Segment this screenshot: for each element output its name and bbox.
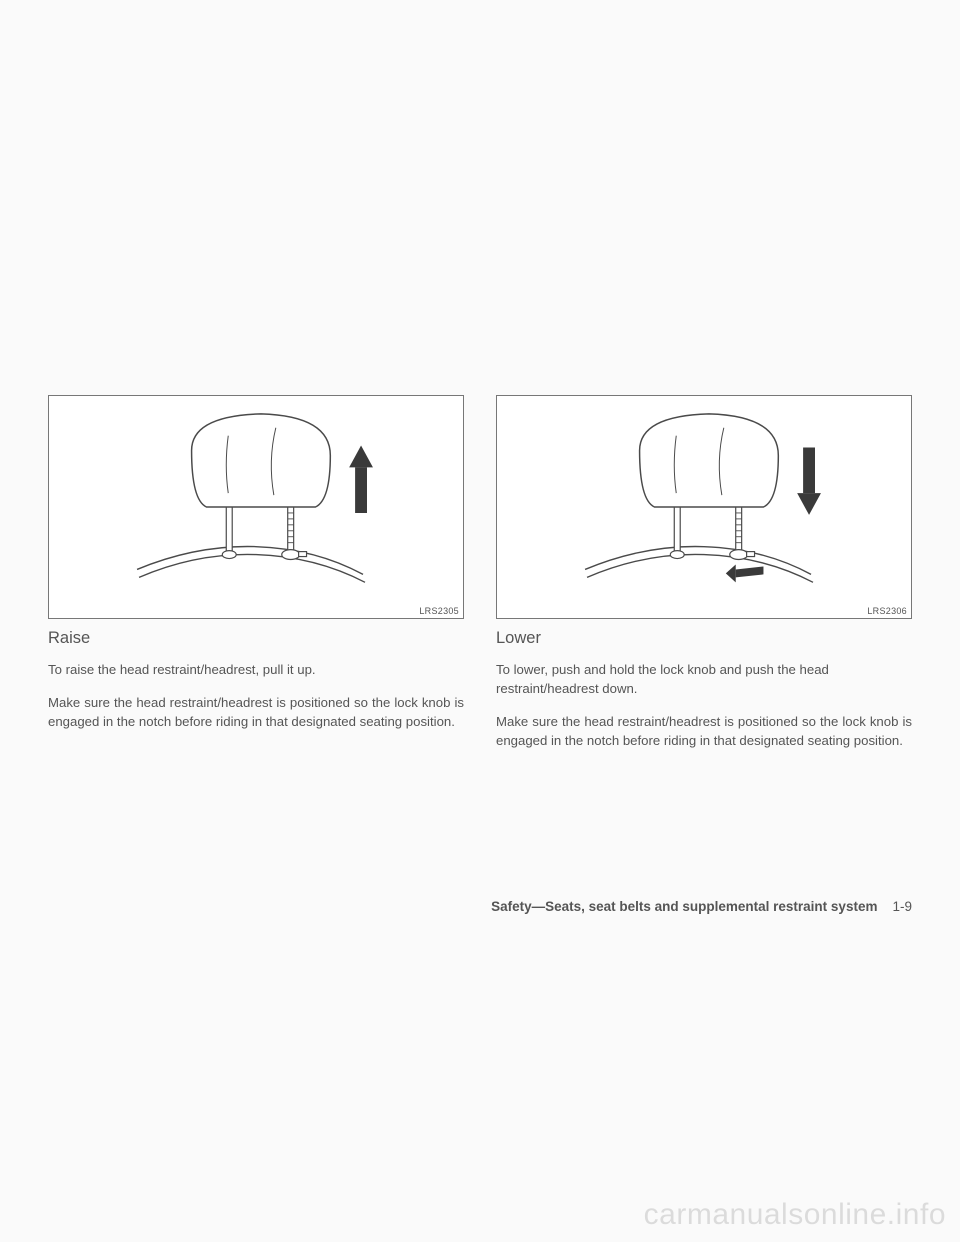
right-column: LRS2306 Lower To lower, push and hold th…	[496, 395, 912, 765]
raise-para-1: To raise the head restraint/headrest, pu…	[48, 660, 464, 679]
footer-page-number: 1-9	[892, 899, 912, 914]
figure-raise: LRS2305	[48, 395, 464, 619]
left-column: LRS2305 Raise To raise the head restrain…	[48, 395, 464, 765]
raise-para-2: Make sure the head restraint/headrest is…	[48, 693, 464, 731]
heading-lower: Lower	[496, 629, 912, 648]
headrest-lower-illustration	[497, 396, 911, 618]
two-column-layout: LRS2305 Raise To raise the head restrain…	[48, 395, 912, 765]
figure-id-label: LRS2306	[867, 606, 907, 616]
lower-para-2: Make sure the head restraint/headrest is…	[496, 712, 912, 750]
page-footer: Safety—Seats, seat belts and supplementa…	[491, 899, 912, 914]
figure-id-label: LRS2305	[419, 606, 459, 616]
footer-section: Safety—Seats, seat belts and supplementa…	[491, 899, 877, 914]
watermark: carmanualsonline.info	[644, 1198, 946, 1232]
manual-page: LRS2305 Raise To raise the head restrain…	[0, 0, 960, 765]
lower-para-1: To lower, push and hold the lock knob an…	[496, 660, 912, 698]
figure-lower: LRS2306	[496, 395, 912, 619]
headrest-raise-illustration	[49, 396, 463, 618]
heading-raise: Raise	[48, 629, 464, 648]
